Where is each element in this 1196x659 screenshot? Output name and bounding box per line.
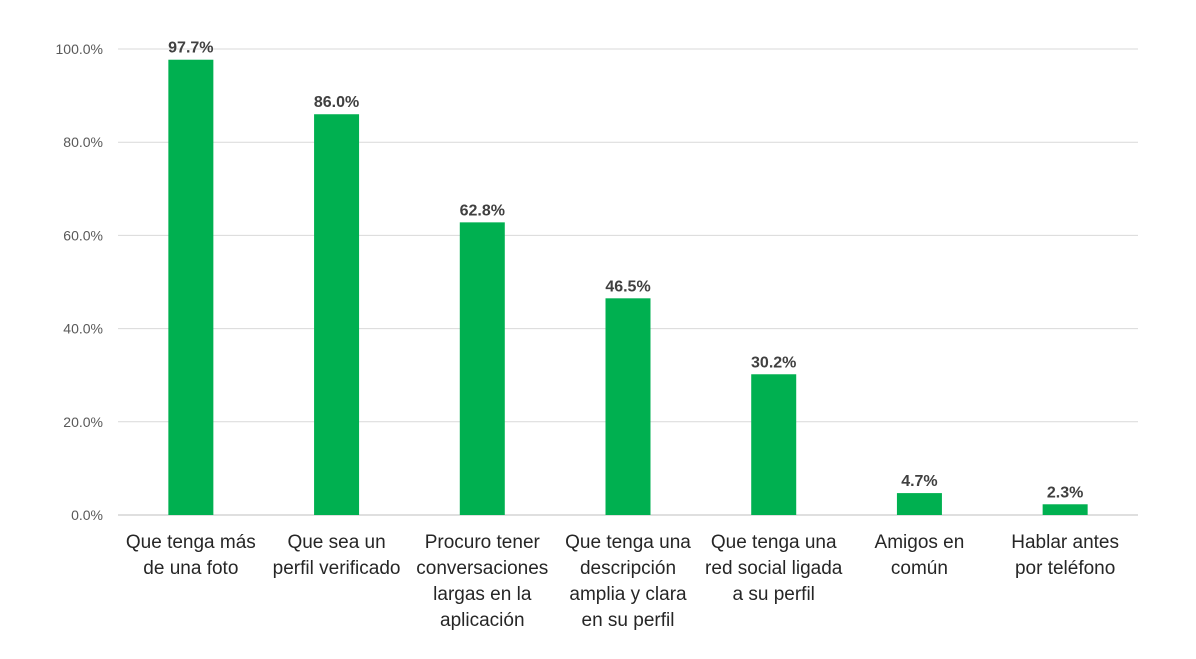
bar xyxy=(314,114,360,516)
x-category-label: Hablar antes por teléfono xyxy=(1011,532,1119,579)
y-tick-label: 20.0% xyxy=(63,414,103,430)
y-tick-label: 80.0% xyxy=(63,134,103,150)
bar xyxy=(459,222,505,516)
x-category-label: Procuro tener conversaciones largas en l… xyxy=(416,532,549,631)
x-category-label: Que tenga más de una foto xyxy=(125,532,256,579)
y-tick-label: 100.0% xyxy=(56,41,103,57)
bar xyxy=(605,298,651,515)
y-tick-label: 0.0% xyxy=(71,507,103,523)
x-category-label: Que sea un perfil verificado xyxy=(272,532,401,579)
y-tick-label: 60.0% xyxy=(63,227,103,243)
x-category-label: Que tenga una descripción amplia y clara… xyxy=(565,532,691,631)
data-label: 4.7% xyxy=(901,473,937,490)
bar xyxy=(168,59,214,516)
x-category-label: Que tenga una red social ligada a su per… xyxy=(705,532,843,605)
data-label: 2.3% xyxy=(1047,484,1083,501)
data-label: 86.0% xyxy=(314,94,359,111)
bar xyxy=(896,493,942,515)
data-label: 97.7% xyxy=(168,40,213,57)
bar xyxy=(751,374,797,515)
data-label: 46.5% xyxy=(605,278,650,295)
x-category-label: Amigos en común xyxy=(874,532,965,579)
data-label: 62.8% xyxy=(460,202,505,219)
bar xyxy=(1042,504,1088,515)
y-tick-label: 40.0% xyxy=(63,321,103,337)
data-label: 30.2% xyxy=(751,354,796,371)
